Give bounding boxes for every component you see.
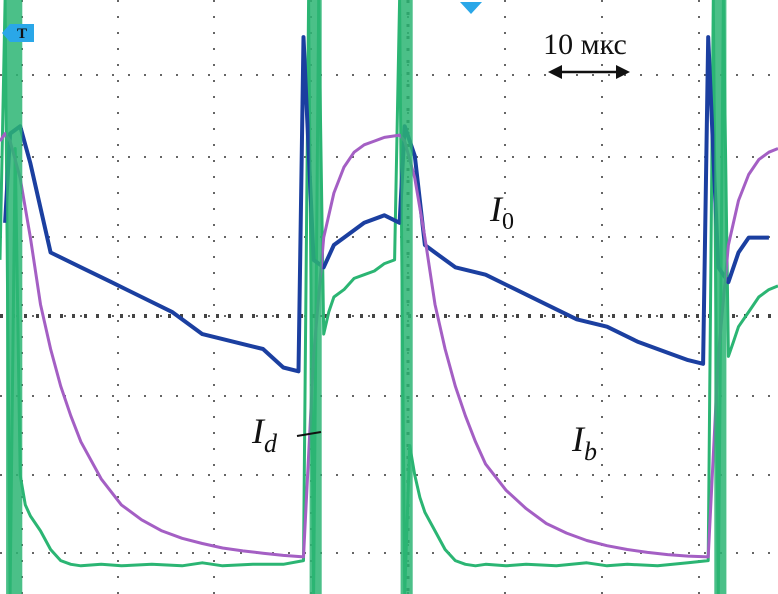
annotation-ib-base: I [571, 419, 586, 459]
annotation-id-base: I [251, 411, 266, 451]
annotation-ib-sub: b [584, 437, 597, 466]
annotation-id-pointer [296, 431, 322, 437]
trigger-marker-text: T [17, 26, 27, 42]
annotation-i0: I0 [489, 189, 514, 235]
annotation-i0-base: I [489, 189, 504, 229]
pulse-band-0 [6, 0, 23, 594]
annotation-id: Id [251, 411, 278, 458]
trace-blue [3, 35, 769, 374]
trigger-marker-top [460, 2, 482, 14]
annotation-i0-sub: 0 [502, 209, 514, 235]
annotation-ib: Ib [571, 419, 597, 466]
pulse-band-1 [309, 0, 322, 594]
annotation-id-sub: d [264, 429, 278, 458]
pulse-band-3 [714, 0, 727, 594]
trace-purple [0, 132, 778, 559]
time-scale-arrow [548, 65, 630, 79]
time-scale-label: 10 мкс [543, 28, 627, 61]
trigger-marker-left: T [2, 24, 34, 42]
pulse-band-2 [400, 0, 413, 594]
